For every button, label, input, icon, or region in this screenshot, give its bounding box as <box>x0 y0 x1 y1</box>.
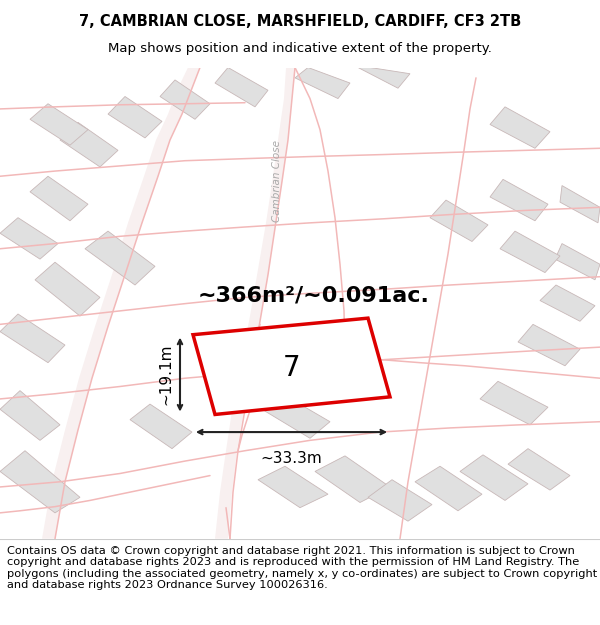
Polygon shape <box>490 107 550 148</box>
Polygon shape <box>258 466 328 508</box>
Polygon shape <box>555 244 600 280</box>
Polygon shape <box>508 449 570 490</box>
Text: ~33.3m: ~33.3m <box>260 451 322 466</box>
Polygon shape <box>193 318 390 414</box>
Text: ~19.1m: ~19.1m <box>158 344 173 406</box>
Polygon shape <box>42 68 200 539</box>
Text: 7: 7 <box>283 354 301 382</box>
Polygon shape <box>490 179 548 221</box>
Text: Map shows position and indicative extent of the property.: Map shows position and indicative extent… <box>108 42 492 55</box>
Polygon shape <box>262 394 330 438</box>
Polygon shape <box>130 404 192 449</box>
Polygon shape <box>30 176 88 221</box>
Polygon shape <box>368 480 432 521</box>
Polygon shape <box>60 122 118 167</box>
Text: Contains OS data © Crown copyright and database right 2021. This information is : Contains OS data © Crown copyright and d… <box>7 546 598 591</box>
Polygon shape <box>460 455 528 501</box>
Polygon shape <box>215 68 295 539</box>
Polygon shape <box>160 80 210 119</box>
Polygon shape <box>30 104 88 145</box>
Polygon shape <box>0 391 60 441</box>
Polygon shape <box>85 231 155 285</box>
Polygon shape <box>0 314 65 362</box>
Polygon shape <box>265 326 326 368</box>
Text: 7, CAMBRIAN CLOSE, MARSHFIELD, CARDIFF, CF3 2TB: 7, CAMBRIAN CLOSE, MARSHFIELD, CARDIFF, … <box>79 14 521 29</box>
Polygon shape <box>415 466 482 511</box>
Polygon shape <box>480 381 548 425</box>
Polygon shape <box>540 285 595 321</box>
Polygon shape <box>0 217 58 259</box>
Text: ~366m²/~0.091ac.: ~366m²/~0.091ac. <box>198 286 430 306</box>
Polygon shape <box>108 96 162 138</box>
Polygon shape <box>35 262 100 316</box>
Polygon shape <box>430 200 488 241</box>
Polygon shape <box>518 324 580 366</box>
Polygon shape <box>0 451 80 513</box>
Text: Cambrian Close: Cambrian Close <box>272 141 282 222</box>
Polygon shape <box>358 68 410 88</box>
Polygon shape <box>500 231 560 272</box>
Polygon shape <box>315 456 390 503</box>
Polygon shape <box>560 186 600 223</box>
Polygon shape <box>215 68 268 107</box>
Polygon shape <box>295 68 350 99</box>
